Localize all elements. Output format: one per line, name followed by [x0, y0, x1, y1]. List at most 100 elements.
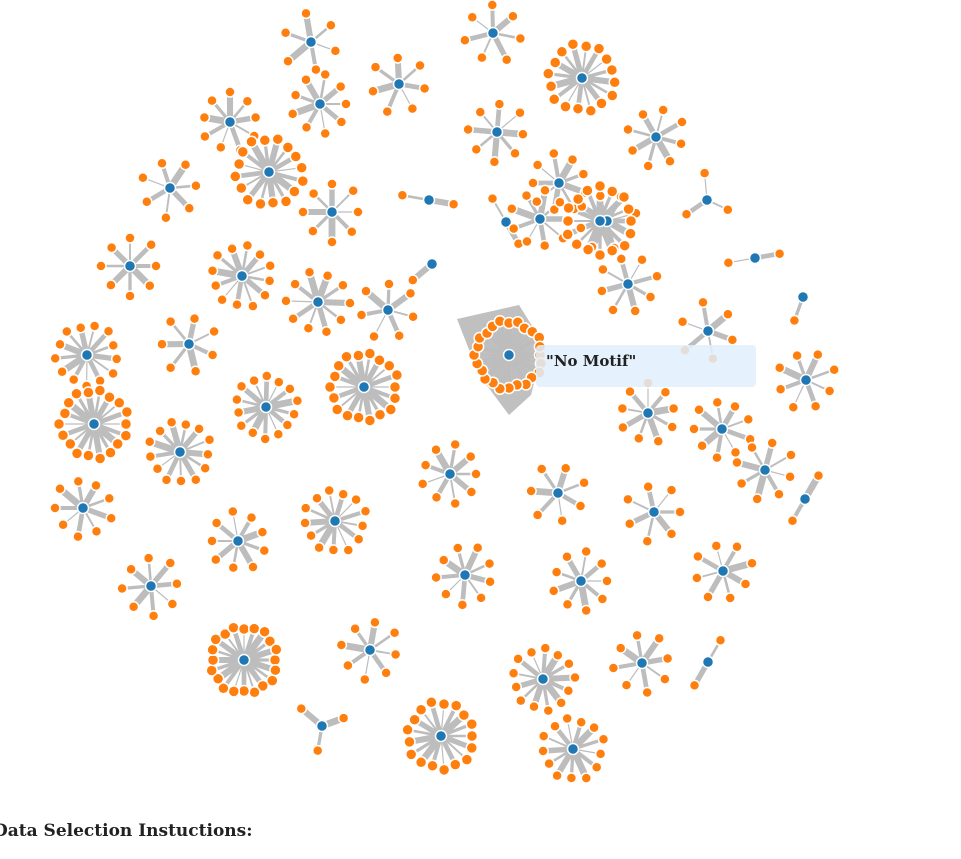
- network-graph[interactable]: [0, 0, 961, 800]
- hub-node[interactable]: [575, 71, 589, 85]
- leaf-node[interactable]: [615, 253, 628, 265]
- leaf-node[interactable]: [548, 56, 562, 69]
- leaf-node[interactable]: [310, 63, 322, 76]
- hub-node[interactable]: [173, 445, 187, 459]
- leaf-node[interactable]: [549, 720, 561, 733]
- hub-node[interactable]: [434, 729, 448, 743]
- leaf-node[interactable]: [722, 203, 734, 216]
- leaf-node[interactable]: [107, 367, 119, 380]
- leaf-node[interactable]: [52, 417, 66, 431]
- leaf-node[interactable]: [93, 452, 107, 465]
- leaf-node[interactable]: [335, 314, 347, 326]
- leaf-node[interactable]: [144, 280, 156, 292]
- hub-node[interactable]: [798, 492, 812, 506]
- node-layer[interactable]: [49, 0, 840, 784]
- leaf-node[interactable]: [396, 189, 409, 202]
- leaf-node[interactable]: [449, 438, 461, 451]
- leaf-node[interactable]: [697, 296, 709, 309]
- leaf-node[interactable]: [202, 448, 214, 461]
- leaf-node[interactable]: [574, 500, 587, 512]
- hub-node[interactable]: [163, 181, 177, 195]
- leaf-node[interactable]: [596, 593, 609, 605]
- leaf-node[interactable]: [403, 735, 416, 749]
- leaf-node[interactable]: [593, 248, 607, 262]
- hub-node[interactable]: [80, 348, 94, 362]
- leaf-node[interactable]: [449, 497, 461, 510]
- leaf-node[interactable]: [414, 59, 426, 72]
- leaf-node[interactable]: [746, 441, 758, 454]
- leaf-node[interactable]: [305, 529, 317, 542]
- leaf-node[interactable]: [607, 304, 619, 316]
- leaf-node[interactable]: [661, 652, 674, 665]
- leaf-node[interactable]: [258, 625, 271, 638]
- hub-node[interactable]: [715, 422, 729, 436]
- leaf-node[interactable]: [281, 141, 295, 154]
- leaf-node[interactable]: [335, 116, 348, 128]
- leaf-node[interactable]: [90, 525, 103, 538]
- leaf-node[interactable]: [626, 144, 639, 157]
- leaf-node[interactable]: [595, 557, 608, 570]
- leaf-node[interactable]: [203, 433, 216, 446]
- leaf-node[interactable]: [342, 544, 355, 556]
- leaf-node[interactable]: [773, 247, 786, 260]
- leaf-node[interactable]: [533, 340, 547, 353]
- leaf-node[interactable]: [313, 541, 325, 554]
- leaf-node[interactable]: [300, 121, 313, 134]
- leaf-node[interactable]: [72, 530, 84, 543]
- leaf-node[interactable]: [110, 353, 123, 365]
- leaf-node[interactable]: [460, 753, 474, 766]
- leaf-node[interactable]: [332, 359, 345, 373]
- leaf-node[interactable]: [465, 717, 479, 731]
- leaf-node[interactable]: [248, 686, 261, 699]
- leaf-node[interactable]: [569, 671, 581, 684]
- leaf-node[interactable]: [474, 106, 487, 118]
- leaf-node[interactable]: [209, 633, 222, 646]
- hub-node[interactable]: [223, 115, 237, 129]
- leaf-node[interactable]: [307, 225, 319, 237]
- leaf-node[interactable]: [614, 642, 627, 654]
- hub-node[interactable]: [123, 259, 137, 273]
- leaf-node[interactable]: [346, 226, 358, 238]
- leaf-node[interactable]: [279, 195, 293, 208]
- leaf-node[interactable]: [617, 190, 631, 204]
- leaf-node[interactable]: [215, 141, 227, 154]
- leaf-node[interactable]: [137, 171, 149, 184]
- leaf-node[interactable]: [299, 502, 312, 514]
- leaf-node[interactable]: [430, 444, 442, 456]
- leaf-node[interactable]: [103, 492, 116, 505]
- leaf-node[interactable]: [680, 208, 693, 221]
- leaf-node[interactable]: [751, 493, 763, 505]
- hub-node[interactable]: [304, 35, 318, 49]
- leaf-node[interactable]: [520, 189, 533, 202]
- leaf-node[interactable]: [652, 435, 665, 447]
- leaf-node[interactable]: [631, 629, 643, 642]
- leaf-node[interactable]: [160, 211, 172, 224]
- leaf-node[interactable]: [510, 681, 522, 693]
- leaf-node[interactable]: [247, 622, 261, 635]
- leaf-node[interactable]: [561, 214, 575, 228]
- leaf-node[interactable]: [543, 757, 555, 770]
- leaf-node[interactable]: [70, 387, 83, 400]
- leaf-node[interactable]: [289, 89, 302, 101]
- leaf-node[interactable]: [236, 145, 250, 159]
- leaf-node[interactable]: [391, 52, 404, 64]
- leaf-node[interactable]: [299, 517, 311, 529]
- leaf-node[interactable]: [254, 248, 266, 261]
- leaf-node[interactable]: [693, 403, 705, 416]
- leaf-node[interactable]: [210, 517, 223, 529]
- leaf-node[interactable]: [580, 772, 593, 784]
- leaf-node[interactable]: [373, 408, 387, 421]
- leaf-node[interactable]: [384, 403, 398, 416]
- leaf-node[interactable]: [562, 201, 575, 215]
- hub-node[interactable]: [490, 125, 504, 139]
- leaf-node[interactable]: [773, 488, 785, 500]
- highlighted-hub-node[interactable]: [502, 348, 516, 362]
- leaf-node[interactable]: [325, 19, 337, 32]
- leaf-node[interactable]: [330, 403, 344, 416]
- leaf-node[interactable]: [466, 11, 479, 24]
- leaf-node[interactable]: [600, 52, 613, 66]
- hub-node[interactable]: [621, 277, 635, 291]
- leaf-node[interactable]: [447, 198, 460, 211]
- leaf-node[interactable]: [337, 279, 349, 291]
- leaf-node[interactable]: [341, 409, 354, 422]
